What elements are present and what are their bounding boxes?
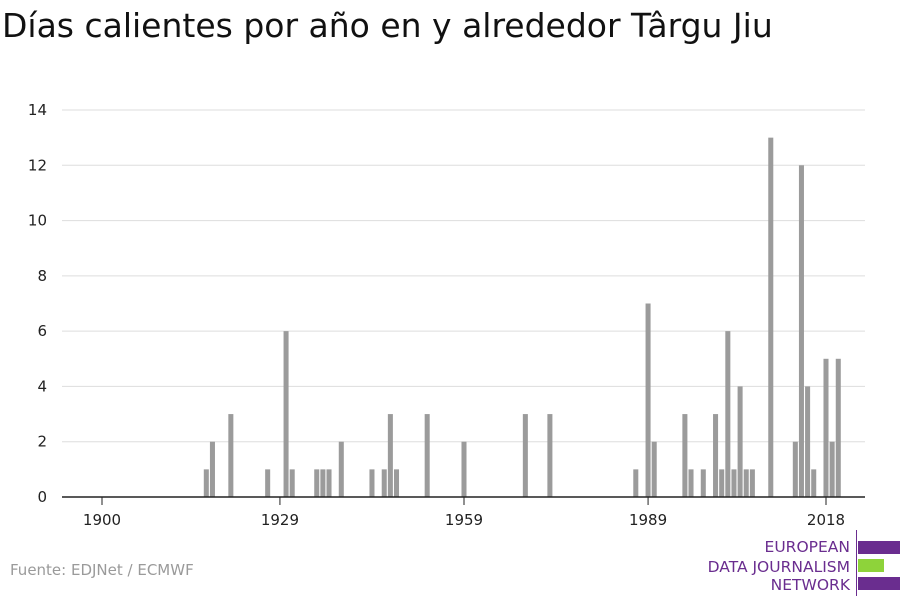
bar-1947 <box>387 414 393 497</box>
bar-1930 <box>283 331 289 497</box>
bar-1937 <box>326 469 332 497</box>
bar-1987 <box>633 469 639 497</box>
bar-1998 <box>700 469 706 497</box>
logo-bar-bottom <box>858 577 900 590</box>
x-tick-label: 1989 <box>629 511 667 529</box>
bar-2013 <box>792 441 798 497</box>
bar-2005 <box>743 469 749 497</box>
bar-1989 <box>645 303 651 497</box>
bar-2014 <box>798 165 804 498</box>
bar-chart: 0 2 4 6 8 10 12 14 1900 1929 1959 1989 2018 <box>28 101 865 529</box>
bar-1917 <box>203 469 209 497</box>
bar-1995 <box>682 414 688 497</box>
x-tick-labels: 1900 1929 1959 1989 2018 <box>83 511 845 529</box>
axes <box>62 496 865 505</box>
bar-1959 <box>461 441 467 497</box>
bar-2020 <box>835 358 841 497</box>
logo-line-2: DATA JOURNALISM <box>707 558 850 576</box>
logo-divider <box>856 530 857 596</box>
bar-1921 <box>228 414 234 497</box>
bar-1944 <box>369 469 375 497</box>
bar-1996 <box>688 469 694 497</box>
chart-title: Días calientes por año en y alrededor Tâ… <box>2 6 773 45</box>
bar-2015 <box>805 386 811 497</box>
bar-1931 <box>289 469 295 497</box>
bar-1935 <box>314 469 320 497</box>
y-tick-label: 2 <box>37 433 47 451</box>
y-tick-label: 14 <box>28 101 47 119</box>
bar-2002 <box>725 331 731 497</box>
x-tick-label: 1900 <box>83 511 121 529</box>
bar-1948 <box>393 469 400 497</box>
logo-line-3: NETWORK <box>770 576 850 594</box>
bar-2003 <box>731 469 737 497</box>
y-tick-label: 8 <box>37 267 47 285</box>
bar-2006 <box>749 469 755 497</box>
bar-2001 <box>719 469 725 497</box>
source-note: Fuente: EDJNet / ECMWF <box>10 561 194 579</box>
x-tick-label: 1959 <box>445 511 483 529</box>
bar-1936 <box>320 469 326 497</box>
y-tick-label: 4 <box>37 377 47 395</box>
bar-2019 <box>829 441 835 497</box>
bar-2009 <box>768 137 774 497</box>
bar-1939 <box>338 441 344 497</box>
bar-1927 <box>265 469 271 497</box>
y-tick-label: 12 <box>28 156 47 174</box>
x-tick-label: 2018 <box>807 511 845 529</box>
bar-2018 <box>823 358 829 497</box>
bars <box>203 137 841 498</box>
logo-bar-middle <box>858 559 884 572</box>
bar-1969 <box>522 414 528 497</box>
logo-bar-top <box>858 541 900 554</box>
x-tick-label: 1929 <box>261 511 299 529</box>
y-tick-labels: 0 2 4 6 8 10 12 14 <box>28 101 47 506</box>
gridlines <box>62 109 865 443</box>
bar-1990 <box>651 441 657 497</box>
bar-2004 <box>737 386 743 497</box>
bar-1953 <box>424 414 430 497</box>
y-tick-label: 10 <box>28 212 47 230</box>
bar-1946 <box>381 469 387 497</box>
bar-1973 <box>547 414 553 497</box>
edjnet-logo: EUROPEAN DATA JOURNALISM NETWORK <box>700 530 900 596</box>
bar-2000 <box>713 414 719 497</box>
y-tick-label: 6 <box>37 322 47 340</box>
y-tick-label: 0 <box>37 488 47 506</box>
logo-line-1: EUROPEAN <box>764 538 850 556</box>
bar-1918 <box>209 441 215 497</box>
bar-2016 <box>811 469 817 497</box>
